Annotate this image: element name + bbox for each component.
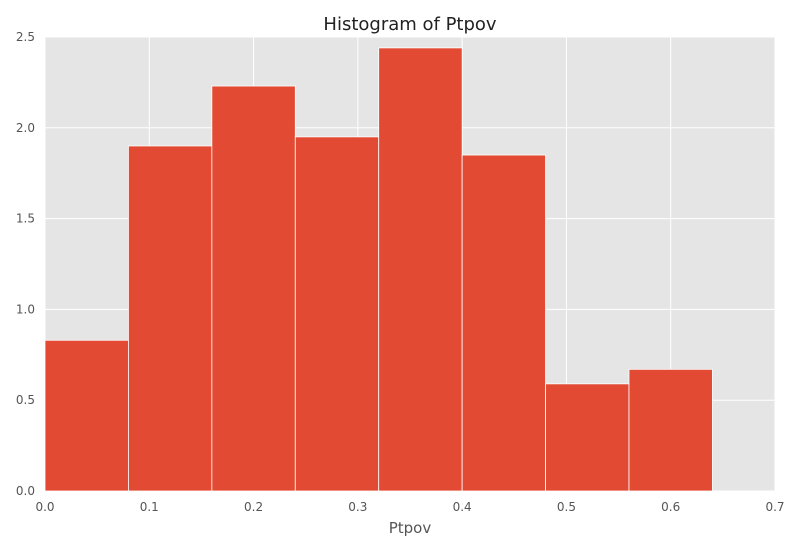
x-tick-label: 0.5 xyxy=(557,500,576,514)
bars xyxy=(44,47,713,492)
y-tick-label: 2.5 xyxy=(16,30,35,44)
x-tick-label: 0.4 xyxy=(453,500,472,514)
histogram-bar xyxy=(461,154,546,492)
chart-title: Histogram of Ptpov xyxy=(323,14,497,35)
y-tick-label: 0.5 xyxy=(16,393,35,407)
x-axis-ticks: 0.0 0.1 0.2 0.3 0.4 0.5 0.6 0.7 xyxy=(35,500,784,514)
x-tick-label: 0.7 xyxy=(765,500,784,514)
histogram-bar xyxy=(211,85,296,492)
y-tick-label: 1.0 xyxy=(16,302,35,316)
x-tick-label: 0.3 xyxy=(348,500,367,514)
histogram-bar xyxy=(128,145,213,492)
x-axis-label: Ptpov xyxy=(389,519,432,537)
x-tick-label: 0.0 xyxy=(35,500,54,514)
x-tick-label: 0.6 xyxy=(661,500,680,514)
y-tick-label: 2.0 xyxy=(16,121,35,135)
x-tick-label: 0.1 xyxy=(140,500,159,514)
y-tick-label: 1.5 xyxy=(16,212,35,226)
x-tick-label: 0.2 xyxy=(244,500,263,514)
histogram-bar xyxy=(378,47,463,492)
y-tick-label: 0.0 xyxy=(16,484,35,498)
y-axis-ticks: 0.0 0.5 1.0 1.5 2.0 2.5 xyxy=(16,30,35,498)
histogram-bar xyxy=(44,339,129,492)
histogram-bar xyxy=(628,368,713,492)
histogram-bar xyxy=(294,136,380,492)
histogram-bar xyxy=(545,383,630,492)
